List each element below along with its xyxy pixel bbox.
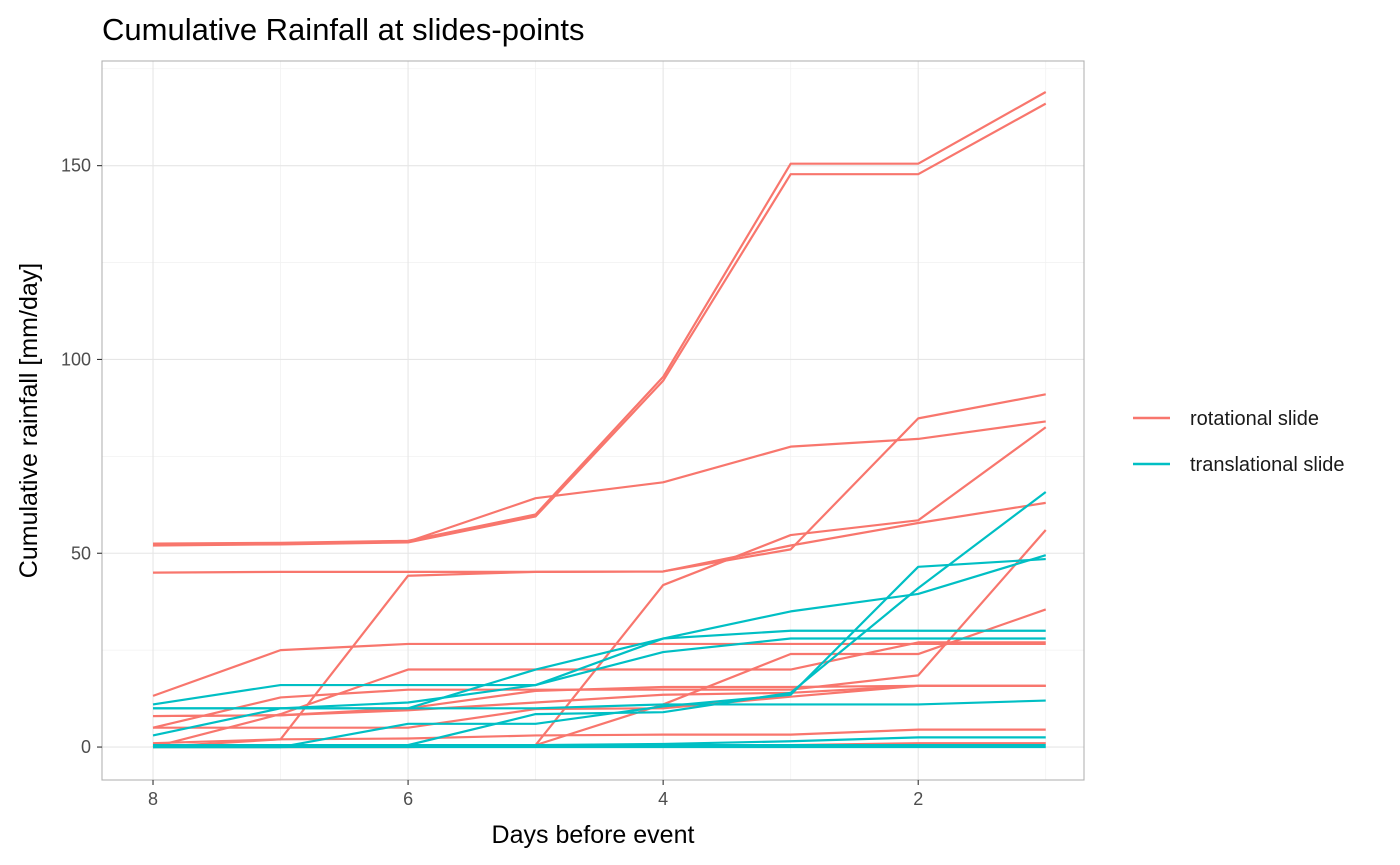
y-axis-title: Cumulative rainfall [mm/day]	[15, 263, 43, 578]
y-tick-label: 50	[71, 543, 91, 563]
series-line-rotational-7	[152, 642, 1046, 697]
series-line-translational-17	[152, 629, 1046, 706]
x-tick-label: 8	[148, 789, 158, 809]
x-tick-label: 2	[913, 789, 923, 809]
series-line-rotational-5	[153, 393, 1046, 574]
chart-title: Cumulative Rainfall at slides-points	[102, 12, 584, 47]
y-axis-ticks: 0 50 100 150	[61, 156, 102, 757]
y-tick-label: 100	[61, 349, 91, 369]
legend-label-rotational: rotational slide	[1190, 408, 1319, 430]
x-axis-ticks: 8 6 4 2	[148, 780, 923, 809]
series-line-rotational-1	[153, 91, 1047, 545]
series-line-rotational-2	[152, 102, 1047, 547]
legend-label-translational: translational slide	[1190, 454, 1345, 476]
plot-panel-border	[101, 60, 1085, 781]
x-axis-title: Days before event	[492, 821, 695, 849]
series-line-rotational-3	[153, 420, 1046, 546]
y-tick-label: 150	[61, 156, 91, 176]
series-line-translational-19	[153, 557, 1046, 749]
legend: rotational slide translational slide	[1133, 408, 1345, 476]
series-line-rotational-14	[152, 728, 1046, 745]
x-tick-label: 6	[403, 789, 413, 809]
x-tick-label: 4	[658, 789, 668, 809]
series-lines	[152, 91, 1047, 749]
y-tick-label: 0	[81, 737, 91, 757]
series-line-rotational-4	[152, 501, 1046, 749]
series-line-rotational-13	[153, 684, 1046, 729]
series-line-translational-21	[153, 699, 1046, 710]
